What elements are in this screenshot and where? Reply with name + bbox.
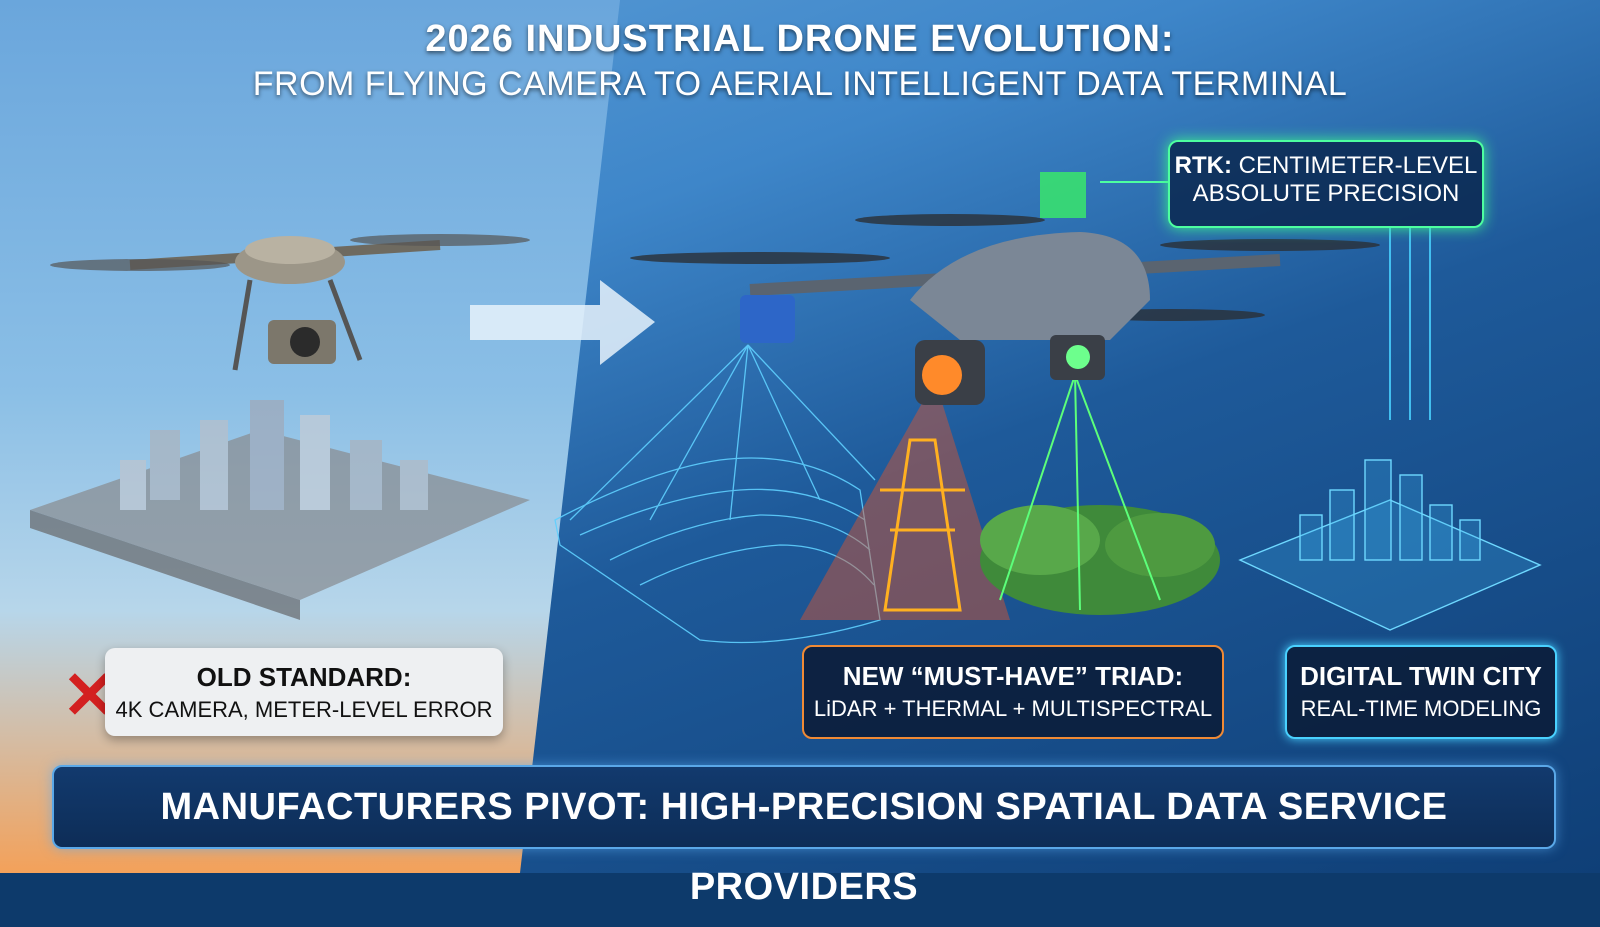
new-drone-icon [630,172,1380,405]
old-standard-detail: 4K CAMERA, METER-LEVEL ERROR [115,697,493,722]
title-line-1: 2026 INDUSTRIAL DRONE EVOLUTION: [425,18,1175,60]
rtk-label-bold: RTK: [1174,152,1232,179]
old-standard-callout: OLD STANDARD: 4K CAMERA, METER-LEVEL ERR… [105,648,503,736]
old-standard-heading: OLD STANDARD: [196,662,412,692]
old-drone-icon [50,234,530,371]
rtk-label-rest: CENTIMETER-LEVEL [1231,152,1478,179]
power-tower-icon [800,380,1010,620]
forest-icon [980,374,1220,615]
triad-callout: NEW “MUST-HAVE” TRIAD: LiDAR + THERMAL +… [802,645,1224,739]
page-title: 2026 INDUSTRIAL DRONE EVOLUTION: FROM FL… [0,18,1600,104]
digital-twin-callout: DIGITAL TWIN CITY REAL-TIME MODELING [1285,645,1557,739]
rtk-callout: RTK: CENTIMETER-LEVEL ABSOLUTE PRECISION [1168,140,1484,228]
lidar-mesh-icon [554,344,881,644]
illustration [30,172,1542,644]
title-line-2: FROM FLYING CAMERA TO AERIAL INTELLIGENT… [252,65,1348,103]
triad-heading: NEW “MUST-HAVE” TRIAD: [842,661,1184,691]
twin-heading: DIGITAL TWIN CITY [1300,661,1542,691]
digital-city-icon [1238,459,1542,631]
blurred-city-icon [30,400,530,620]
twin-detail: REAL-TIME MODELING [1300,696,1542,721]
rtk-line-2: ABSOLUTE PRECISION [1192,180,1460,207]
bottom-banner: MANUFACTURERS PIVOT: HIGH-PRECISION SPAT… [52,765,1556,908]
triad-detail: LiDAR + THERMAL + MULTISPECTRAL [813,696,1213,721]
arrow-right-icon [470,280,655,365]
